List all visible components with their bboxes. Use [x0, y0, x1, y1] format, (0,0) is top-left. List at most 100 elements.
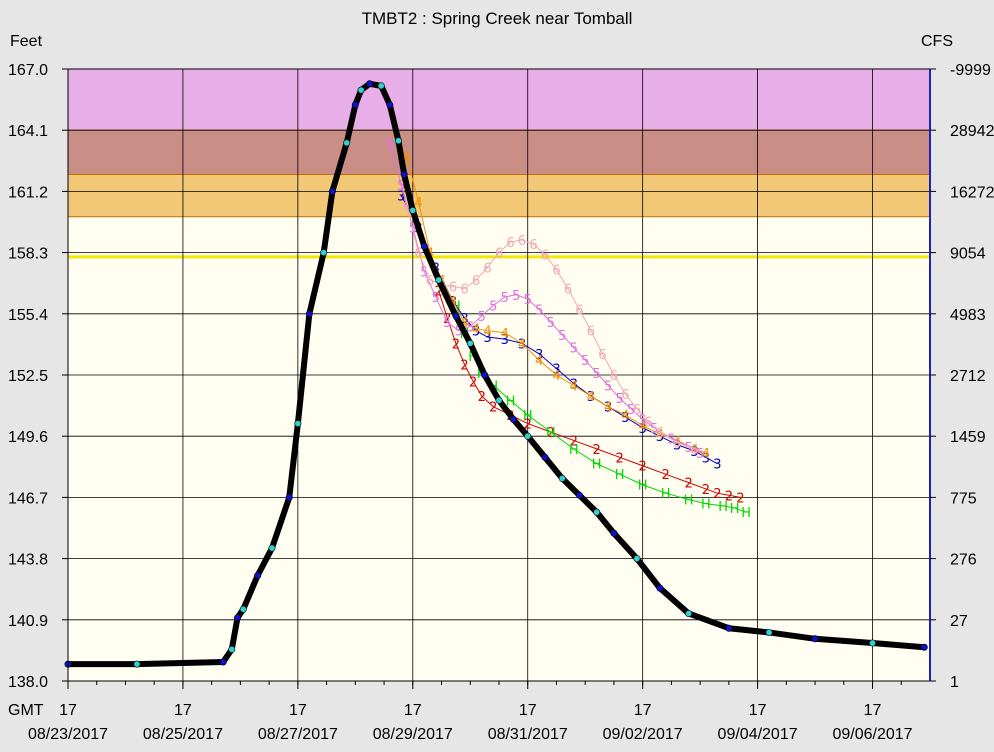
observed-point	[133, 660, 141, 668]
forecast-marker-2: 2	[662, 468, 670, 483]
forecast-line-5	[389, 142, 701, 454]
forecast-marker-3: 3	[472, 325, 480, 340]
y-tick-label-left: 161.2	[8, 184, 48, 201]
observed-point	[811, 635, 819, 643]
forecast-marker-6: 6	[449, 280, 457, 295]
forecast-marker-6: 6	[529, 238, 537, 253]
y-tick-label-left: 164.1	[8, 123, 48, 140]
forecast-marker-5: 5	[489, 299, 497, 314]
observed-point	[400, 171, 408, 179]
forecast-marker-5: 5	[478, 310, 486, 325]
x-tick-hour: 17	[404, 702, 422, 719]
forecast-marker-2: 2	[489, 401, 497, 416]
forecast-marker-6: 6	[621, 388, 629, 403]
observed-point	[869, 639, 877, 647]
observed-point	[305, 310, 313, 318]
forecast-marker-6: 6	[414, 247, 422, 262]
observed-point	[268, 544, 276, 552]
forecast-marker-5: 5	[386, 137, 394, 152]
y-tick-label-left: 143.8	[8, 552, 48, 569]
forecast-marker-4: 4	[403, 152, 411, 167]
forecast-marker-6: 6	[426, 274, 434, 289]
forecast-marker-6: 6	[518, 234, 526, 249]
forecast-marker-H: H	[701, 498, 711, 513]
y-tick-label-right: 9054	[950, 246, 986, 263]
observed-point	[285, 493, 293, 501]
forecast-marker-4: 4	[483, 325, 491, 340]
forecast-marker-4: 4	[460, 316, 468, 331]
forecast-line-2	[438, 290, 741, 498]
forecast-marker-2: 2	[547, 426, 555, 441]
forecast-marker-3: 3	[713, 458, 721, 473]
x-tick-date: 09/06/2017	[832, 726, 912, 743]
forecast-marker-4: 4	[518, 337, 526, 352]
forecast-marker-3: 3	[449, 295, 457, 310]
x-axis-ticks: 17 08/23/2017 17 08/25/2017 17 08/27/2017 17 08…	[28, 681, 913, 743]
forecast-marker-5: 5	[501, 291, 509, 306]
forecast-marker-H: H	[661, 487, 671, 502]
x-tick-date: 09/02/2017	[603, 726, 683, 743]
forecast-marker-4: 4	[552, 369, 560, 384]
forecast-marker-6: 6	[575, 304, 583, 319]
forecast-marker-5: 5	[696, 447, 704, 462]
forecast-marker-3: 3	[702, 451, 710, 466]
observed-point	[294, 420, 302, 428]
forecast-marker-2: 2	[469, 375, 477, 390]
x-tick-date: 08/27/2017	[258, 726, 338, 743]
observed-point	[920, 643, 928, 651]
forecast-marker-4: 4	[501, 327, 509, 342]
observed-point	[765, 628, 773, 636]
y-tick-label-right: 1459	[950, 429, 986, 446]
forecast-marker-H: H	[468, 350, 478, 365]
y-tick-label-right: 1	[950, 674, 959, 691]
observed-point	[495, 396, 503, 404]
forecast-marker-H: H	[506, 394, 516, 409]
observed-point	[351, 101, 359, 109]
observed-point	[452, 312, 460, 320]
right-axis-label: CFS	[921, 33, 953, 50]
forecast-marker-4: 4	[673, 434, 681, 449]
observed-point	[420, 242, 428, 250]
forecast-marker-3: 3	[501, 333, 509, 348]
forecast-marker-6: 6	[598, 348, 606, 363]
forecast-marker-3: 3	[690, 445, 698, 460]
forecast-marker-6: 6	[506, 236, 514, 251]
forecast-marker-3: 3	[656, 430, 664, 445]
forecast-marker-6: 6	[483, 261, 491, 276]
forecast-marker-5: 5	[547, 316, 555, 331]
x-tick-date: 08/23/2017	[28, 726, 108, 743]
forecast-line-6	[406, 206, 695, 450]
forecast-marker-5: 5	[558, 329, 566, 344]
observed-point	[593, 508, 601, 516]
forecast-marker-4: 4	[414, 196, 422, 211]
forecast-marker-3: 3	[621, 411, 629, 426]
y-tick-label-right: 4983	[950, 307, 986, 324]
forecast-marker-H: H	[718, 500, 728, 515]
forecast-marker-5: 5	[570, 342, 578, 357]
x-tick-hour: 17	[749, 702, 767, 719]
gridlines	[67, 68, 930, 682]
observed-point	[234, 614, 242, 622]
forecast-marker-2: 2	[452, 337, 460, 352]
forecast-marker-H: H	[592, 458, 602, 473]
forecast-marker-3: 3	[460, 312, 468, 327]
forecast-marker-2: 2	[616, 451, 624, 466]
x-tick-hour: 17	[519, 702, 537, 719]
forecast-marker-5: 5	[684, 441, 692, 456]
forecast-marker-5: 5	[616, 392, 624, 407]
forecast-marker-3: 3	[639, 422, 647, 437]
x-tick-date: 08/31/2017	[488, 726, 568, 743]
observed-point	[466, 339, 474, 347]
forecast-marker-2: 2	[435, 285, 443, 300]
stage-band-1	[67, 129, 931, 176]
observed-point	[377, 82, 385, 90]
forecast-marker-2: 2	[593, 443, 601, 458]
forecast-marker-5: 5	[524, 293, 532, 308]
observed-point	[219, 658, 227, 666]
forecast-marker-6: 6	[656, 426, 664, 441]
observed-point	[610, 529, 618, 537]
forecast-marker-5: 5	[627, 403, 635, 418]
forecast-marker-2: 2	[460, 358, 468, 373]
observed-point	[320, 249, 328, 257]
observed-point	[575, 491, 583, 499]
